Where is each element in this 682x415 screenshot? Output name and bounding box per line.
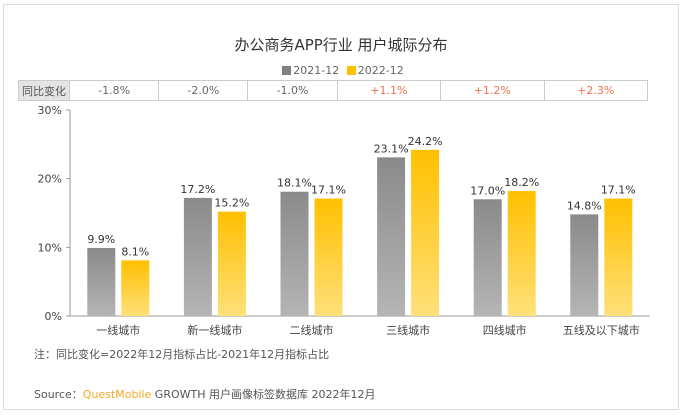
data-label: 18.2% (504, 176, 539, 189)
x-tick-label: 二线城市 (290, 323, 334, 337)
bar-2022-12 (411, 149, 440, 316)
data-label: 15.2% (214, 197, 249, 210)
yoy-cell: +2.3% (543, 80, 649, 101)
y-tick-label: 10% (38, 241, 62, 254)
legend-label-2022: 2022-12 (357, 64, 404, 77)
x-tick-label: 新一线城市 (187, 323, 242, 337)
legend: 2021-12 2022-12 (0, 64, 682, 77)
data-label: 9.9% (87, 233, 115, 246)
chart-title: 办公商务APP行业 用户城际分布 (234, 36, 448, 54)
yoy-cell: +1.2% (440, 80, 545, 101)
data-label: 17.0% (470, 184, 505, 197)
bar-2021-12 (87, 248, 116, 316)
source-line: Source：QuestMobile GROWTH 用户画像标签数据库 2022… (34, 386, 376, 402)
y-tick-label: 30% (38, 104, 62, 117)
bar-2022-12 (604, 198, 633, 316)
source-prefix: Source： (34, 388, 83, 401)
yoy-cell: +1.1% (336, 80, 442, 101)
yoy-cell: -1.0% (247, 80, 338, 101)
bar-2021-12 (183, 197, 212, 316)
data-label: 8.1% (121, 245, 149, 258)
data-label: 17.2% (180, 183, 215, 196)
yoy-table: 同比变化 -1.8% -2.0% -1.0% +1.1% +1.2% +2.3% (18, 80, 649, 101)
x-tick-label: 五线及以下城市 (563, 323, 640, 337)
data-label: 14.8% (567, 199, 602, 212)
x-tick-label: 四线城市 (483, 323, 527, 337)
bar-2021-12 (280, 191, 309, 316)
yoy-cell: -2.0% (158, 80, 249, 101)
bar-2021-12 (570, 214, 599, 316)
yoy-header: 同比变化 (18, 80, 70, 101)
y-tick-label: 0% (45, 310, 62, 323)
source-brand: QuestMobile (82, 388, 152, 401)
x-tick-label: 三线城市 (386, 323, 430, 337)
data-label: 17.1% (601, 184, 636, 197)
bar-2022-12 (507, 191, 536, 316)
frame (3, 4, 679, 410)
yoy-cell: -1.8% (68, 80, 160, 101)
bar-2021-12 (473, 199, 502, 316)
data-label: 18.1% (277, 177, 312, 190)
y-tick-label: 20% (38, 173, 62, 186)
data-label: 17.1% (311, 184, 346, 197)
data-label: 24.2% (408, 135, 443, 148)
bar-2022-12 (121, 260, 150, 316)
x-tick-label: 一线城市 (96, 323, 140, 337)
bar-2021-12 (377, 157, 406, 316)
legend-label-2021: 2021-12 (293, 64, 340, 77)
bar-2022-12 (314, 198, 343, 316)
legend-swatch-2022 (346, 66, 356, 75)
footnote: 注：同比变化=2022年12月指标占比-2021年12月指标占比 (34, 348, 330, 361)
legend-swatch-2021 (282, 66, 292, 75)
data-label: 23.1% (374, 142, 409, 155)
bar-2022-12 (217, 211, 246, 316)
source-rest: GROWTH 用户画像标签数据库 2022年12月 (151, 388, 376, 401)
bar-chart: 0% 10% 20% 30% 一线城市 9.9% 8.1% 新一线城市 17.2%15.2% 二线… (38, 104, 650, 337)
